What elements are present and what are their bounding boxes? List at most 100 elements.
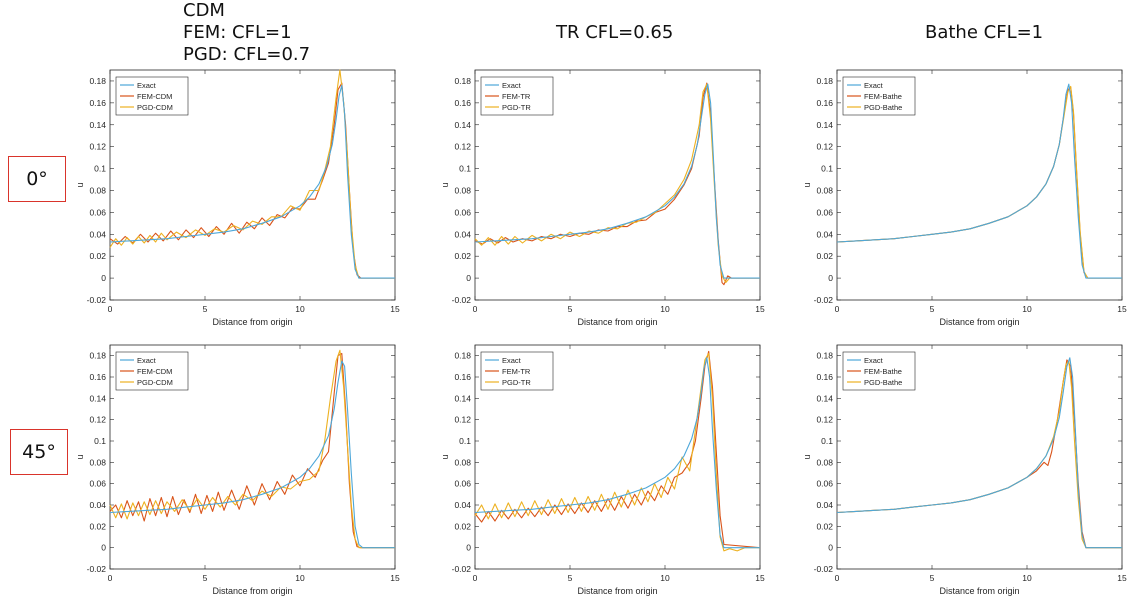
y-tick-label: 0.1 xyxy=(459,436,471,446)
y-tick-label: 0 xyxy=(466,273,471,283)
y-tick-label: 0.12 xyxy=(816,415,833,425)
y-tick-label: -0.02 xyxy=(814,295,834,305)
series-line-fem-tr xyxy=(474,350,761,549)
column-header-tr: TR CFL=0.65 xyxy=(556,22,674,43)
x-tick-label: 15 xyxy=(1117,304,1127,314)
legend-entry: FEM-CDM xyxy=(137,367,172,376)
y-tick-label: 0.08 xyxy=(454,185,471,195)
y-tick-label: 0.02 xyxy=(454,521,471,531)
x-tick-label: 5 xyxy=(568,304,573,314)
x-axis-label: Distance from origin xyxy=(212,586,292,596)
y-axis-label: u xyxy=(802,454,812,459)
y-axis-label: u xyxy=(440,182,450,187)
x-axis-label: Distance from origin xyxy=(577,317,657,327)
series-line-fem-cdm xyxy=(109,82,395,279)
plot-row2-col1: -0.0200.020.040.060.080.10.120.140.160.1… xyxy=(75,344,400,596)
legend-entry: FEM-TR xyxy=(502,92,531,101)
y-tick-label: 0.18 xyxy=(454,351,471,361)
plot-row2-col2: -0.0200.020.040.060.080.10.120.140.160.1… xyxy=(440,344,765,596)
y-tick-label: -0.02 xyxy=(87,295,107,305)
legend-entry: Exact xyxy=(502,81,522,90)
y-tick-label: 0.06 xyxy=(454,479,471,489)
y-tick-label: 0 xyxy=(828,273,833,283)
y-tick-label: 0.04 xyxy=(816,500,833,510)
y-tick-label: 0.1 xyxy=(821,436,833,446)
y-tick-label: 0.16 xyxy=(816,372,833,382)
y-tick-label: -0.02 xyxy=(452,295,472,305)
x-tick-label: 10 xyxy=(660,304,670,314)
y-tick-label: 0.16 xyxy=(454,98,471,108)
y-tick-label: 0.16 xyxy=(89,372,106,382)
series-line-exact xyxy=(109,360,395,549)
y-tick-label: 0.12 xyxy=(454,415,471,425)
x-tick-label: 0 xyxy=(108,573,113,583)
y-tick-label: 0.02 xyxy=(816,521,833,531)
y-tick-label: 0.1 xyxy=(94,436,106,446)
legend-entry: Exact xyxy=(137,81,157,90)
x-tick-label: 10 xyxy=(660,573,670,583)
legend-entry: Exact xyxy=(137,356,157,365)
x-tick-label: 5 xyxy=(568,573,573,583)
y-tick-label: 0.14 xyxy=(816,393,833,403)
series-line-fem-cdm xyxy=(109,352,395,549)
x-tick-label: 0 xyxy=(108,304,113,314)
row-label-45deg: 45° xyxy=(10,429,68,475)
plot-row1-col2: -0.0200.020.040.060.080.10.120.140.160.1… xyxy=(440,69,765,327)
plot-row1-col3: -0.0200.020.040.060.080.10.120.140.160.1… xyxy=(802,69,1127,327)
y-tick-label: 0.14 xyxy=(89,120,106,130)
x-tick-label: 10 xyxy=(295,304,305,314)
y-tick-label: 0.16 xyxy=(89,98,106,108)
header-line-fem: FEM: CFL=1 xyxy=(183,22,292,43)
plot-row1-col1: -0.0200.020.040.060.080.10.120.140.160.1… xyxy=(75,69,400,327)
legend-entry: Exact xyxy=(502,356,522,365)
series-line-exact xyxy=(109,84,395,279)
y-tick-label: 0.02 xyxy=(89,521,106,531)
x-tick-label: 0 xyxy=(473,573,478,583)
legend-entry: FEM-Bathe xyxy=(864,92,902,101)
legend-entry: FEM-CDM xyxy=(137,92,172,101)
y-tick-label: 0.14 xyxy=(454,393,471,403)
series-line-exact xyxy=(474,357,760,549)
y-tick-label: -0.02 xyxy=(814,564,834,574)
x-tick-label: 0 xyxy=(473,304,478,314)
series-line-exact xyxy=(836,357,1122,549)
y-tick-label: 0.02 xyxy=(89,251,106,261)
x-tick-label: 5 xyxy=(930,573,935,583)
x-tick-label: 10 xyxy=(1022,573,1032,583)
y-tick-label: 0.08 xyxy=(89,185,106,195)
legend-entry: PGD-TR xyxy=(502,103,531,112)
y-tick-label: 0.02 xyxy=(454,251,471,261)
y-tick-label: 0.06 xyxy=(454,207,471,217)
legend-entry: FEM-Bathe xyxy=(864,367,902,376)
plot-row2-col3: -0.0200.020.040.060.080.10.120.140.160.1… xyxy=(802,344,1127,596)
x-tick-label: 0 xyxy=(835,304,840,314)
x-tick-label: 15 xyxy=(755,304,765,314)
y-tick-label: 0.06 xyxy=(816,207,833,217)
header-line-method: CDM xyxy=(183,0,225,21)
series-line-pgd-cdm xyxy=(109,69,395,279)
y-tick-label: 0.08 xyxy=(816,185,833,195)
y-tick-label: 0.12 xyxy=(816,142,833,152)
series-line-pgd-tr xyxy=(474,352,760,552)
y-tick-label: 0.04 xyxy=(816,229,833,239)
column-header-bathe: Bathe CFL=1 xyxy=(925,22,1044,43)
y-tick-label: 0.06 xyxy=(816,479,833,489)
legend-entry: Exact xyxy=(864,81,884,90)
y-tick-label: 0.08 xyxy=(454,457,471,467)
x-tick-label: 15 xyxy=(755,573,765,583)
y-tick-label: 0.1 xyxy=(94,164,106,174)
y-tick-label: 0.12 xyxy=(454,142,471,152)
y-tick-label: 0 xyxy=(466,543,471,553)
row-label-0deg: 0° xyxy=(8,156,66,202)
legend-entry: PGD-CDM xyxy=(137,103,173,112)
y-tick-label: 0.18 xyxy=(454,76,471,86)
column-header-cdm: CDM FEM: CFL=1 PGD: CFL=0.7 xyxy=(183,0,310,66)
series-line-pgd-cdm xyxy=(109,349,395,549)
legend-entry: FEM-TR xyxy=(502,367,531,376)
y-tick-label: 0.18 xyxy=(816,351,833,361)
y-axis-label: u xyxy=(75,182,85,187)
y-tick-label: 0.04 xyxy=(454,500,471,510)
x-tick-label: 15 xyxy=(390,573,400,583)
y-axis-label: u xyxy=(440,454,450,459)
series-line-pgd-tr xyxy=(474,83,760,284)
